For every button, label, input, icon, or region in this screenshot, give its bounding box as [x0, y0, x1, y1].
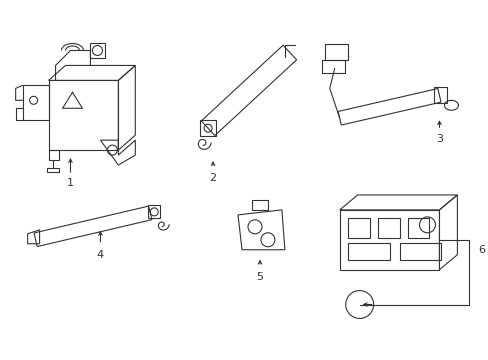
- Text: 1: 1: [67, 178, 74, 188]
- Text: 5: 5: [256, 272, 263, 282]
- Text: 2: 2: [209, 173, 216, 183]
- Text: 6: 6: [477, 245, 484, 255]
- Text: 3: 3: [435, 134, 442, 144]
- Text: 4: 4: [97, 250, 104, 260]
